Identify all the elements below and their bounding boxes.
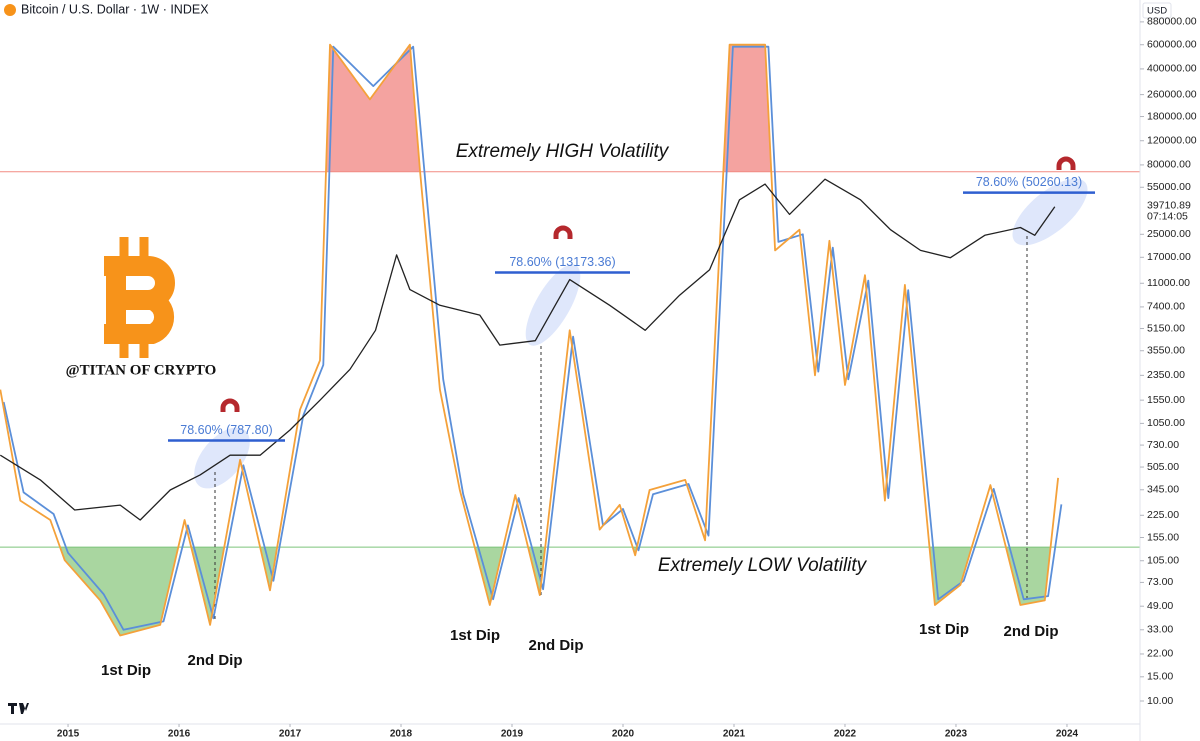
- logo-part: [19, 703, 29, 714]
- ellipse: [1012, 178, 1088, 246]
- y-tick-label: 55000.00: [1147, 181, 1191, 193]
- y-tick-label: 25000.00: [1147, 228, 1191, 240]
- series-line: [0, 43, 1059, 637]
- x-tick-label: 2015: [57, 729, 80, 740]
- y-tick-label: 80000.00: [1147, 159, 1191, 171]
- series: [0, 43, 1063, 637]
- y-tick-label: 7400.00: [1147, 301, 1185, 313]
- countdown: 07:14:05: [1147, 210, 1188, 222]
- x-tick-label: 2022: [834, 729, 857, 740]
- y-tick-label: 345.00: [1147, 484, 1179, 496]
- y-tick-label: 22.00: [1147, 648, 1173, 660]
- dashed-guides: [214, 236, 1028, 622]
- y-tick-label: 33.00: [1147, 624, 1173, 636]
- y-tick-label: 730.00: [1147, 439, 1179, 451]
- symbol-icon: [4, 4, 16, 16]
- y-tick-label: 600000.00: [1147, 39, 1197, 51]
- last-price-box: [1142, 198, 1200, 223]
- watermark: @TITAN OF CRYPTO: [66, 362, 217, 378]
- annotation: Extremely LOW Volatility: [658, 555, 868, 576]
- y-tick-label: 400000.00: [1147, 63, 1197, 75]
- magnet: [553, 225, 573, 239]
- annotation: 1st Dip: [101, 662, 151, 679]
- y-tick-label: 225.00: [1147, 509, 1179, 521]
- currency-box: [1142, 2, 1172, 19]
- y-tick-label: 120000.00: [1147, 135, 1197, 147]
- annotations: 78.60% (787.80) 78.60% (13173.36) 78.60% (…: [101, 141, 1095, 679]
- x-tick-label: 2023: [945, 729, 968, 740]
- axes: 10.00 15.00 22.00 33.00 49.00 73.00 105.00 155.…: [57, 16, 1200, 740]
- x-tick-label: 2016: [168, 729, 191, 740]
- last-price: 39710.89: [1147, 199, 1191, 211]
- x-tick-label: 2020: [612, 729, 635, 740]
- series-line: [0, 178, 1056, 521]
- x-tick-label: 2021: [723, 729, 746, 740]
- currency: USD: [1147, 6, 1167, 17]
- y-tick-label: 73.00: [1147, 576, 1173, 588]
- y-tick-label: 1050.00: [1147, 417, 1185, 429]
- y-tick-label: 180000.00: [1147, 110, 1197, 122]
- y-tick-label: 5150.00: [1147, 322, 1185, 334]
- y-tick-label: 3550.00: [1147, 345, 1185, 357]
- fib-label: 78.60% (50260.13): [976, 175, 1082, 189]
- annotation: 1st Dip: [919, 621, 969, 638]
- y-tick-label: 11000.00: [1147, 277, 1190, 289]
- volatility-zone: [60, 547, 1051, 636]
- y-tick-label: 17000.00: [1147, 251, 1191, 263]
- ellipse: [194, 427, 250, 489]
- logo-part: [11, 703, 14, 714]
- magnets: [220, 156, 1076, 412]
- magnet: [220, 398, 240, 412]
- fib-label: 78.60% (13173.36): [509, 255, 615, 269]
- y-tick-label: 49.00: [1147, 600, 1173, 612]
- logo-body: [104, 256, 175, 344]
- y-tick-label: 260000.00: [1147, 88, 1197, 100]
- y-tick-label: 155.00: [1147, 531, 1179, 543]
- y-tick-label: 880000.00: [1147, 16, 1197, 28]
- annotation: 2nd Dip: [188, 652, 243, 669]
- fib-label: 78.60% (787.80): [180, 423, 272, 437]
- y-tick-label: 10.00: [1147, 695, 1173, 707]
- x-tick-label: 2024: [1056, 729, 1079, 740]
- y-tick-label: 1550.00: [1147, 394, 1185, 406]
- y-tick-label: 2350.00: [1147, 369, 1185, 381]
- y-tick-label: 105.00: [1147, 555, 1179, 567]
- x-tick-label: 2019: [501, 729, 524, 740]
- magnet: [1056, 156, 1076, 170]
- logo-bars: [119, 237, 149, 358]
- series-line: [2, 45, 1063, 631]
- y-tick-label: 505.00: [1147, 461, 1179, 473]
- annotation: 2nd Dip: [529, 637, 584, 654]
- annotation: 1st Dip: [450, 627, 500, 644]
- x-tick-label: 2017: [279, 729, 302, 740]
- chart-title: Bitcoin / U.S. Dollar · 1W · INDEX: [21, 2, 209, 16]
- bitcoin-logo: [104, 237, 175, 358]
- tv-logo: [8, 703, 29, 714]
- x-tick-label: 2018: [390, 729, 413, 740]
- annotation: 2nd Dip: [1004, 623, 1059, 640]
- annotation: Extremely HIGH Volatility: [456, 141, 670, 162]
- y-tick-label: 15.00: [1147, 671, 1173, 683]
- reference-lines: [0, 171, 1140, 548]
